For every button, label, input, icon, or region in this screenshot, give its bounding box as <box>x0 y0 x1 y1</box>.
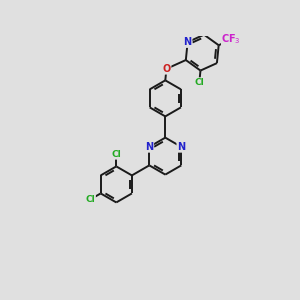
Text: CF$_3$: CF$_3$ <box>221 33 241 46</box>
Text: N: N <box>145 142 153 152</box>
Text: O: O <box>162 64 171 74</box>
Text: Cl: Cl <box>85 195 95 204</box>
Text: N: N <box>184 37 192 47</box>
Text: Cl: Cl <box>194 78 204 87</box>
Text: N: N <box>177 142 185 152</box>
Text: Cl: Cl <box>111 150 121 159</box>
